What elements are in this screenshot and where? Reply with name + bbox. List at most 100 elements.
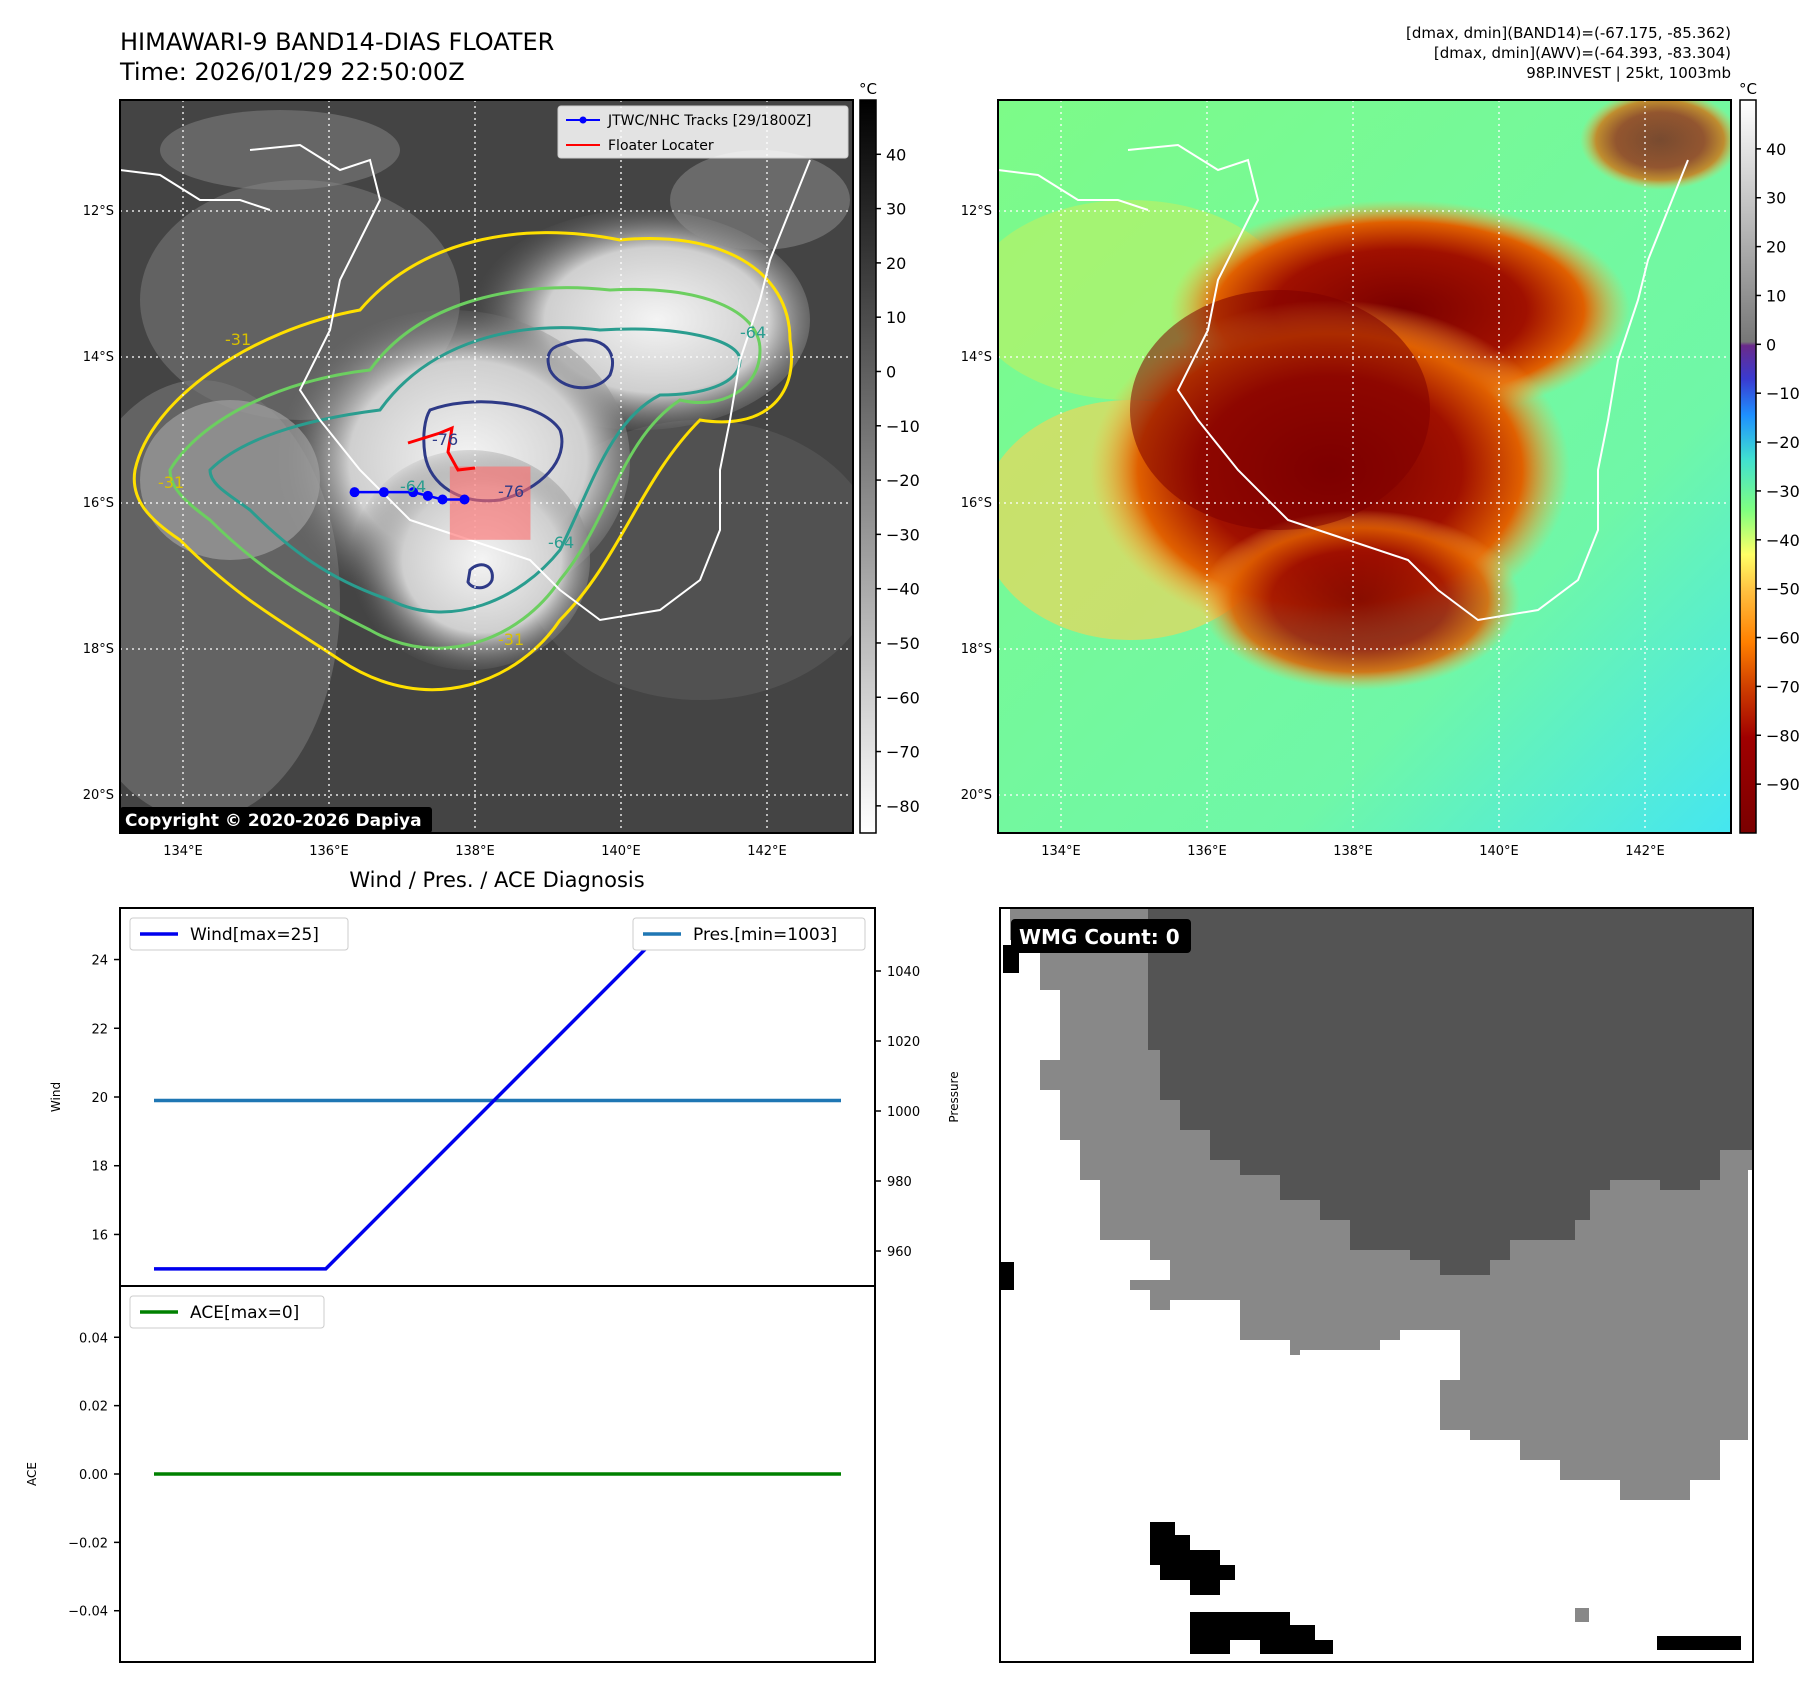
y-tick-label: 20°S bbox=[961, 788, 992, 803]
figure-title: HIMAWARI-9 BAND14-DIAS FLOATER bbox=[120, 28, 554, 56]
y-tick-label: 18°S bbox=[83, 642, 114, 657]
wmg-black-cell bbox=[1657, 1636, 1741, 1650]
axis-tick-label: 24 bbox=[91, 954, 108, 969]
wmg-white-hole bbox=[1170, 1300, 1460, 1400]
contour-label: -76 bbox=[432, 430, 458, 449]
axis-tick-label: 18 bbox=[91, 1160, 108, 1175]
legend-track-label: JTWC/NHC Tracks [29/1800Z] bbox=[607, 113, 811, 129]
axis-tick-label: 16 bbox=[91, 1228, 108, 1243]
info-line-storm: 98P.INVEST | 25kt, 1003mb bbox=[1526, 64, 1731, 82]
ace-axis-label: ACE bbox=[25, 1462, 39, 1486]
wmg-gray-cell bbox=[1575, 1608, 1589, 1622]
panel-color-ir-map: 134°E 136°E 138°E 140°E 142°E 12°S 14°S … bbox=[961, 80, 1800, 859]
colorbar-tick-label: 40 bbox=[886, 145, 906, 164]
colorbar-tick-label: −50 bbox=[1766, 580, 1800, 599]
jtwc-track-points bbox=[349, 487, 470, 505]
axis-tick-label: 1020 bbox=[887, 1035, 920, 1050]
contour-label: -64 bbox=[400, 477, 426, 496]
colorbar-tick-label: −20 bbox=[886, 471, 920, 490]
colorbar-tick-label: −70 bbox=[886, 743, 920, 762]
y-tick-label: 16°S bbox=[961, 496, 992, 511]
map-b-axis-ticks: 134°E 136°E 138°E 140°E 142°E 12°S 14°S … bbox=[961, 204, 1665, 859]
colorbar-gray: °C 40 30 20 10 0 −10 −20 −30 −40 −50 −60 −70 −80 bbox=[859, 80, 920, 834]
x-tick-label: 136°E bbox=[1187, 844, 1227, 859]
axis-tick-label: −0.02 bbox=[68, 1536, 108, 1551]
colorbar-tick-label: −90 bbox=[1766, 775, 1800, 794]
wmg-upper-left-white bbox=[1000, 908, 1010, 1180]
colorbar-tick-label: −80 bbox=[886, 797, 920, 816]
info-line-awv: [dmax, dmin](AWV)=(-64.393, -83.304) bbox=[1434, 44, 1731, 62]
figure-time: Time: 2026/01/29 22:50:00Z bbox=[119, 58, 465, 86]
colorbar-tick-label: −40 bbox=[1766, 531, 1800, 550]
track-point bbox=[459, 494, 470, 505]
x-tick-label: 142°E bbox=[1625, 844, 1665, 859]
axis-tick-label: −0.04 bbox=[68, 1605, 108, 1620]
colorbar-tick-label: −60 bbox=[1766, 629, 1800, 648]
contour-label: -31 bbox=[158, 473, 184, 492]
colorbar-tick-label: −50 bbox=[886, 634, 920, 653]
pressure-legend-label: Pres.[min=1003] bbox=[693, 925, 837, 945]
contour-labels: -31 -64 -76 -64 -31 -31 -64 -76 bbox=[158, 323, 766, 649]
colorbar-tick-label: 20 bbox=[1766, 238, 1786, 257]
colorbar-tick-label: −70 bbox=[1766, 677, 1800, 696]
wmg-dark-gray-region bbox=[1148, 908, 1753, 1275]
wmg-black-cell bbox=[1000, 1262, 1014, 1290]
contour-label: -64 bbox=[548, 533, 574, 552]
track-point bbox=[378, 487, 389, 498]
color-ir-imagery bbox=[998, 100, 1731, 833]
y-tick-label: 20°S bbox=[83, 788, 114, 803]
pressure-axis-label: Pressure bbox=[947, 1071, 961, 1122]
y-tick-label: 18°S bbox=[961, 642, 992, 657]
x-tick-label: 140°E bbox=[1479, 844, 1519, 859]
contour-label: -76 bbox=[498, 482, 524, 501]
diag-title: Wind / Pres. / ACE Diagnosis bbox=[349, 868, 644, 892]
colorbar-tick-label: −30 bbox=[1766, 482, 1800, 501]
colorbar-tick-label: 0 bbox=[1766, 335, 1776, 354]
colorbar-tick-label: −60 bbox=[886, 688, 920, 707]
axis-tick-label: 20 bbox=[91, 1091, 108, 1106]
ace-legend: ACE[max=0] bbox=[129, 1295, 325, 1329]
colorbar-color-unit: °C bbox=[1739, 80, 1757, 98]
map-a-axis-ticks: 134°E 136°E 138°E 140°E 142°E 12°S 14°S … bbox=[83, 204, 787, 859]
wmg-count-label: WMG Count: 0 bbox=[1019, 925, 1180, 949]
colorbar-tick-label: 0 bbox=[886, 362, 896, 381]
wind-legend: Wind[max=25] bbox=[129, 917, 349, 951]
panel-wind-pressure: Wind Pressure 16 18 20 22 24 960 980 1000 1020 1… bbox=[49, 907, 961, 1287]
track-point bbox=[349, 487, 360, 498]
x-tick-label: 134°E bbox=[163, 844, 203, 859]
colorbar-tick-label: −10 bbox=[1766, 384, 1800, 403]
gray-ir-imagery: -31 -64 -76 -64 -31 -31 -64 -76 JTWC/NHC… bbox=[120, 100, 853, 833]
x-tick-label: 136°E bbox=[309, 844, 349, 859]
colorbar-color: °C 40 30 20 10 0 −10 −20 −30 −40 −50 −60 −70 −80 −90 bbox=[1739, 80, 1800, 834]
pressure-legend: Pres.[min=1003] bbox=[632, 917, 866, 951]
x-tick-label: 138°E bbox=[455, 844, 495, 859]
axis-tick-label: 0.02 bbox=[79, 1400, 108, 1415]
axis-tick-label: 1040 bbox=[887, 965, 920, 980]
axis-tick-label: 980 bbox=[887, 1175, 912, 1190]
axis-tick-label: 1000 bbox=[887, 1105, 920, 1120]
colorbar-tick-label: 30 bbox=[886, 200, 906, 219]
colorbar-tick-label: 20 bbox=[886, 254, 906, 273]
track-point bbox=[408, 487, 419, 498]
x-tick-label: 140°E bbox=[601, 844, 641, 859]
copyright-label: Copyright © 2020-2026 Dapiya bbox=[125, 811, 422, 831]
axis-tick-label: 0.04 bbox=[79, 1331, 108, 1346]
colorbar-tick-label: 40 bbox=[1766, 140, 1786, 159]
y-tick-label: 12°S bbox=[83, 204, 114, 219]
panel-gray-ir-map: -31 -64 -76 -64 -31 -31 -64 -76 JTWC/NHC… bbox=[83, 80, 920, 859]
axis-tick-label: 0.00 bbox=[79, 1468, 108, 1483]
wmg-black-cluster bbox=[1190, 1612, 1333, 1654]
contour-label: -64 bbox=[740, 323, 766, 342]
colorbar-gray-unit: °C bbox=[859, 80, 877, 98]
axis-tick-label: 22 bbox=[91, 1022, 108, 1037]
colorbar-tick-label: 30 bbox=[1766, 189, 1786, 208]
x-tick-label: 142°E bbox=[747, 844, 787, 859]
y-tick-label: 14°S bbox=[961, 350, 992, 365]
axis-tick-label: 960 bbox=[887, 1245, 912, 1260]
ace-legend-label: ACE[max=0] bbox=[190, 1303, 299, 1323]
legend-locater-label: Floater Locater bbox=[608, 138, 714, 154]
colorbar-tick-label: −80 bbox=[1766, 726, 1800, 745]
colorbar-tick-label: 10 bbox=[886, 308, 906, 327]
x-tick-label: 138°E bbox=[1333, 844, 1373, 859]
